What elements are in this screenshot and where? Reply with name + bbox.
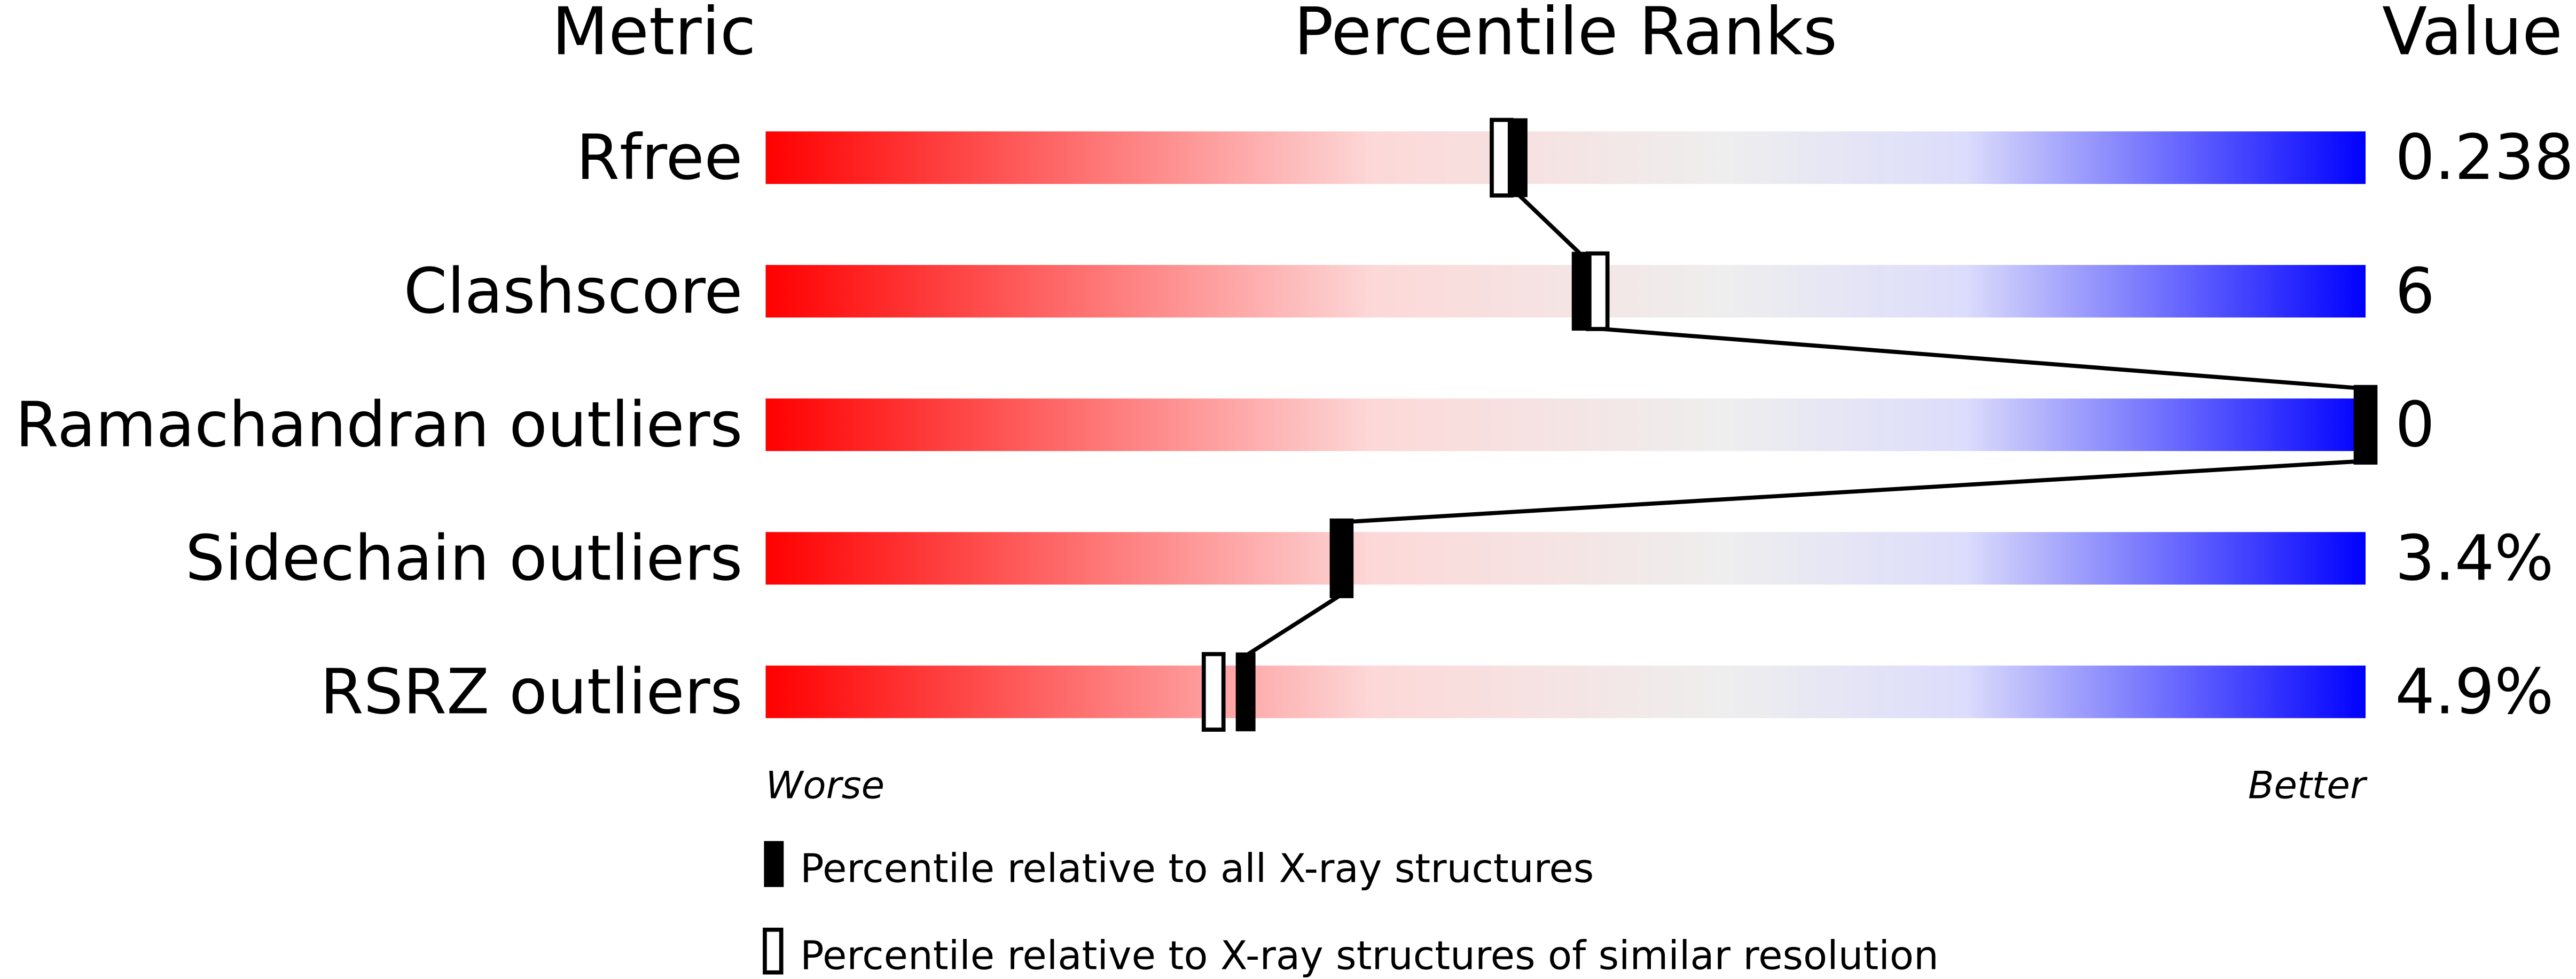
legend-open-marker-icon (763, 927, 784, 975)
similar-resolution-marker (1201, 652, 1226, 732)
all-structures-marker (1235, 652, 1256, 732)
axis-label-worse: Worse (765, 763, 884, 808)
all-structures-marker (1507, 118, 1528, 198)
percentile-bar (765, 265, 2366, 318)
header-metric: Metric (552, 0, 756, 70)
metric-label: Clashscore (404, 255, 743, 327)
header-percentile: Percentile Ranks (1294, 0, 1837, 70)
metric-value: 6 (2395, 255, 2434, 327)
percentile-bar (765, 131, 2366, 184)
metric-value: 0 (2395, 388, 2434, 461)
axis-label-better: Better (2248, 763, 2368, 808)
all-structures-marker (2355, 385, 2376, 465)
connector-line (1516, 192, 1583, 257)
metric-label: Rfree (576, 121, 743, 194)
metric-label: Sidechain outliers (185, 522, 742, 594)
all-structures-marker (1571, 252, 1592, 331)
header-value: Value (2382, 0, 2563, 70)
metric-value: 4.9% (2395, 655, 2554, 728)
connector-line (1341, 459, 2366, 524)
legend-similar-label: Percentile relative to X-ray structures … (800, 933, 1939, 979)
metric-label: RSRZ outliers (320, 655, 743, 728)
all-structures-marker (1332, 519, 1352, 598)
percentile-bar (765, 398, 2366, 451)
metric-label: Ramachandran outliers (15, 388, 743, 461)
legend-all-label: Percentile relative to all X-ray structu… (800, 846, 1594, 892)
metric-value: 0.238 (2395, 121, 2574, 194)
percentile-bar (765, 532, 2366, 585)
connector-line (1581, 325, 2366, 391)
connector-line (1244, 592, 1343, 657)
metric-value: 3.4% (2395, 522, 2554, 594)
percentile-bar (765, 665, 2366, 718)
legend-filled-marker-icon (764, 841, 784, 887)
